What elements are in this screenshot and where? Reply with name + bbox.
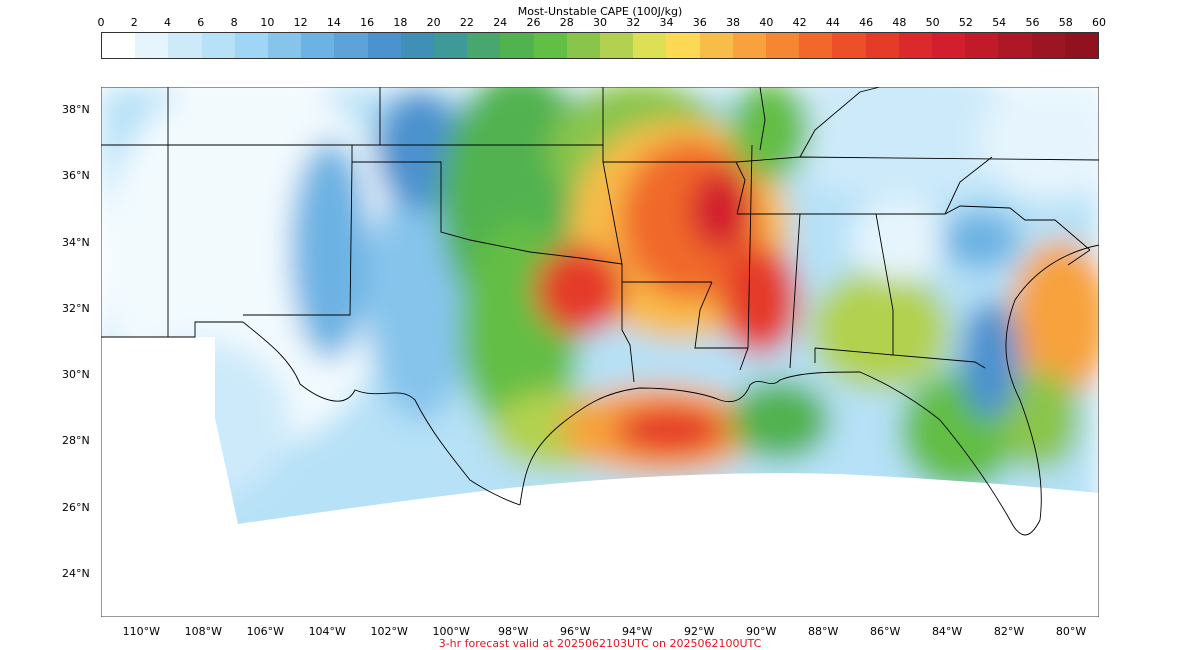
coastlines <box>242 244 1099 536</box>
colorbar-segment <box>301 33 335 58</box>
colorbar-segment <box>500 33 534 58</box>
colorbar-tick-label: 58 <box>1058 16 1073 29</box>
colorbar-tick-label: 32 <box>626 16 641 29</box>
longitude-label: 108°W <box>184 625 222 638</box>
latitude-label: 30°N <box>62 368 90 382</box>
longitude-label: 100°W <box>432 625 470 638</box>
colorbar-segment <box>998 33 1032 58</box>
longitude-label: 96°W <box>560 625 591 638</box>
colorbar-segment <box>102 33 136 58</box>
cape-field-layer <box>101 87 1099 617</box>
colorbar-tick-label: 44 <box>825 16 840 29</box>
colorbar-segment <box>865 33 899 58</box>
colorbar-segment <box>600 33 634 58</box>
colorbar-segment <box>932 33 966 58</box>
colorbar-tick-label: 42 <box>792 16 807 29</box>
colorbar-segment <box>434 33 468 58</box>
colorbar-tick-label: 54 <box>992 16 1007 29</box>
longitude-label: 92°W <box>683 625 715 638</box>
state-borders <box>101 87 1099 383</box>
longitude-label: 86°W <box>869 625 901 638</box>
colorbar-tick-label: 52 <box>958 16 973 29</box>
colorbar-tick-label: 20 <box>426 16 441 29</box>
latitude-label: 26°N <box>62 500 90 514</box>
colorbar-segment <box>467 33 501 58</box>
colorbar-segment <box>566 33 601 58</box>
forecast-valid-caption: 3-hr forecast valid at 2025062103UTC on … <box>438 637 762 650</box>
colorbar-tick-label: 4 <box>164 16 172 29</box>
longitude-label: 94°W <box>622 625 653 638</box>
longitude-label: 104°W <box>308 625 346 638</box>
colorbar-tick-label: 46 <box>859 16 874 29</box>
colorbar-segment <box>1031 33 1065 58</box>
colorbar-segment <box>965 33 999 58</box>
colorbar-tick-label: 38 <box>726 16 741 29</box>
colorbar-segment <box>898 33 933 58</box>
latitude-label: 32°N <box>62 301 90 315</box>
colorbar-tick-label: 36 <box>692 16 707 29</box>
longitude-label: 88°W <box>807 625 839 638</box>
colorbar-tick-label: 56 <box>1025 16 1040 29</box>
colorbar-tick-label: 0 <box>97 16 105 29</box>
latitude-label: 34°N <box>62 235 90 249</box>
colorbar-tick-label: 8 <box>230 16 238 29</box>
colorbar-tick-label: 12 <box>293 16 308 29</box>
cape-field <box>101 87 1099 524</box>
colorbar-segment <box>533 33 567 58</box>
latitude-label: 38°N <box>62 103 90 117</box>
colorbar-tick-label: 22 <box>459 16 474 29</box>
colorbar-tick-label: 6 <box>197 16 205 29</box>
colorbar-segment <box>367 33 401 58</box>
colorbar-tick-label: 18 <box>393 16 408 29</box>
colorbar-tick-label: 24 <box>493 16 508 29</box>
latitude-label: 36°N <box>62 169 90 183</box>
longitude-label: 102°W <box>370 625 408 638</box>
colorbar-segment <box>135 33 169 58</box>
colorbar-tick-label: 50 <box>925 16 940 29</box>
colorbar-segment <box>732 33 767 58</box>
colorbar-title: Most-Unstable CAPE (100J/kg) <box>517 5 683 18</box>
colorbar-tick-label: 30 <box>593 16 607 29</box>
colorbar-tick-label: 14 <box>326 16 341 29</box>
colorbar-tick-label: 34 <box>659 16 674 29</box>
colorbar <box>101 32 1099 59</box>
colorbar-segment <box>633 33 667 58</box>
colorbar-tick-label: 28 <box>559 16 574 29</box>
colorbar-tick-label: 2 <box>130 16 138 29</box>
colorbar-segment <box>201 33 235 58</box>
longitude-label: 84°W <box>931 625 963 638</box>
latitude-label: 24°N <box>62 566 90 580</box>
colorbar-tick-label: 60 <box>1092 16 1106 29</box>
colorbar-tick-label: 48 <box>892 16 907 29</box>
colorbar-segment <box>234 33 269 58</box>
longitude-label: 82°W <box>993 625 1025 638</box>
colorbar-tick-label: 16 <box>360 16 375 29</box>
colorbar-tick-label: 40 <box>759 16 774 29</box>
longitude-label: 90°W <box>745 625 777 638</box>
colorbar-segment <box>799 33 833 58</box>
colorbar-segment <box>334 33 368 58</box>
colorbar-segment <box>168 33 202 58</box>
colorbar-segment <box>1064 33 1099 58</box>
longitude-label: 80°W <box>1055 625 1087 638</box>
longitude-label: 110°W <box>122 625 160 638</box>
colorbar-tick-label: 26 <box>526 16 541 29</box>
colorbar-segment <box>400 33 435 58</box>
colorbar-tick-label: 10 <box>260 16 275 29</box>
colorbar-segment <box>766 33 800 58</box>
longitude-label: 98°W <box>498 625 529 638</box>
longitude-label: 106°W <box>246 625 284 638</box>
colorbar-segment <box>666 33 700 58</box>
colorbar-segment <box>699 33 733 58</box>
colorbar-segment <box>268 33 302 58</box>
latitude-label: 28°N <box>62 434 90 448</box>
colorbar-segment <box>832 33 866 58</box>
